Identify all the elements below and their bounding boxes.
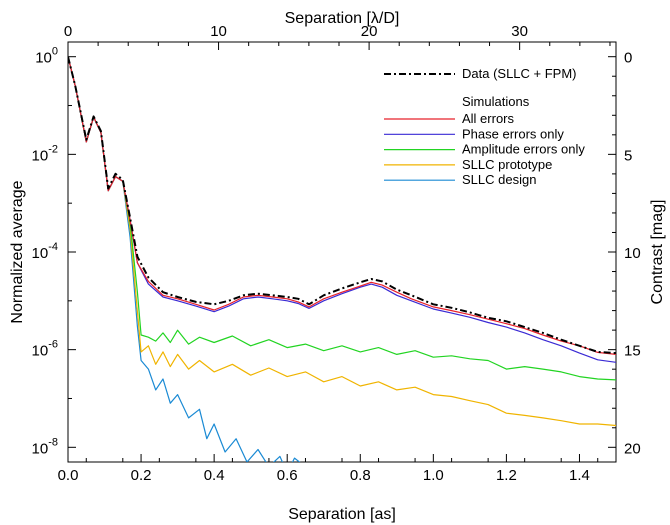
y2-tick-label: 10 [624, 245, 641, 262]
x2-tick-label: 10 [210, 23, 227, 40]
legend-header-simulations: Simulations [462, 94, 530, 109]
y-tick-label: 10 [35, 50, 52, 67]
legend-label-all-errors: All errors [462, 111, 515, 126]
legend-label-data: Data (SLLC + FPM) [462, 66, 577, 81]
y-tick-exponent: -6 [48, 339, 58, 351]
series-line-sllc-prototype [68, 56, 616, 427]
y-tick-exponent: -4 [48, 241, 58, 253]
y-tick-label: 10 [32, 147, 49, 164]
x-tick-label: 1.2 [496, 467, 517, 484]
legend-label-sllc-prototype: SLLC prototype [462, 157, 552, 172]
legend-label-phase-errors-only: Phase errors only [462, 126, 564, 141]
x2-tick-label: 30 [511, 23, 528, 40]
series-line-data-sllc-fpm [68, 56, 616, 355]
y2-axis-label: Contrast [mag] [649, 200, 666, 305]
x-tick-label: 0.6 [277, 467, 298, 484]
y-tick-label: 10 [32, 245, 49, 262]
y-tick-exponent: -2 [48, 143, 58, 155]
legend: Data (SLLC + FPM) Simulations All errorsPh… [384, 66, 585, 187]
series-line-all-errors [68, 56, 616, 355]
legend-label-sllc-design: SLLC design [462, 172, 536, 187]
x2-tick-label: 20 [361, 23, 378, 40]
plot-frame [67, 41, 617, 463]
legend-label-amplitude-errors-only: Amplitude errors only [462, 142, 585, 157]
y-axis-label: Normalized average [9, 180, 26, 323]
x-tick-label: 1.4 [569, 467, 590, 484]
series-layer [68, 56, 616, 462]
x-tick-label: 0.4 [204, 467, 225, 484]
y-tick-label: 10 [32, 343, 49, 360]
series-line-sllc-design [68, 56, 301, 462]
x2-tick-label: 0 [64, 23, 72, 40]
y2-tick-label: 0 [624, 50, 632, 67]
y-tick-label: 10 [32, 440, 49, 457]
y2-tick-label: 20 [624, 440, 641, 457]
x-tick-label: 0.8 [350, 467, 371, 484]
x-tick-label: 1.0 [423, 467, 444, 484]
y2-tick-label: 5 [624, 147, 632, 164]
y-tick-exponent: 0 [52, 46, 58, 58]
series-line-phase-errors-only [68, 56, 616, 363]
y2-tick-label: 15 [624, 343, 641, 360]
x2-axis-label: Separation [λ/D] [285, 10, 400, 27]
x-tick-label: 0.2 [131, 467, 152, 484]
y-tick-exponent: -8 [48, 436, 58, 448]
x-axis-label: Separation [as] [288, 506, 396, 523]
x-tick-label: 0.0 [58, 467, 79, 484]
